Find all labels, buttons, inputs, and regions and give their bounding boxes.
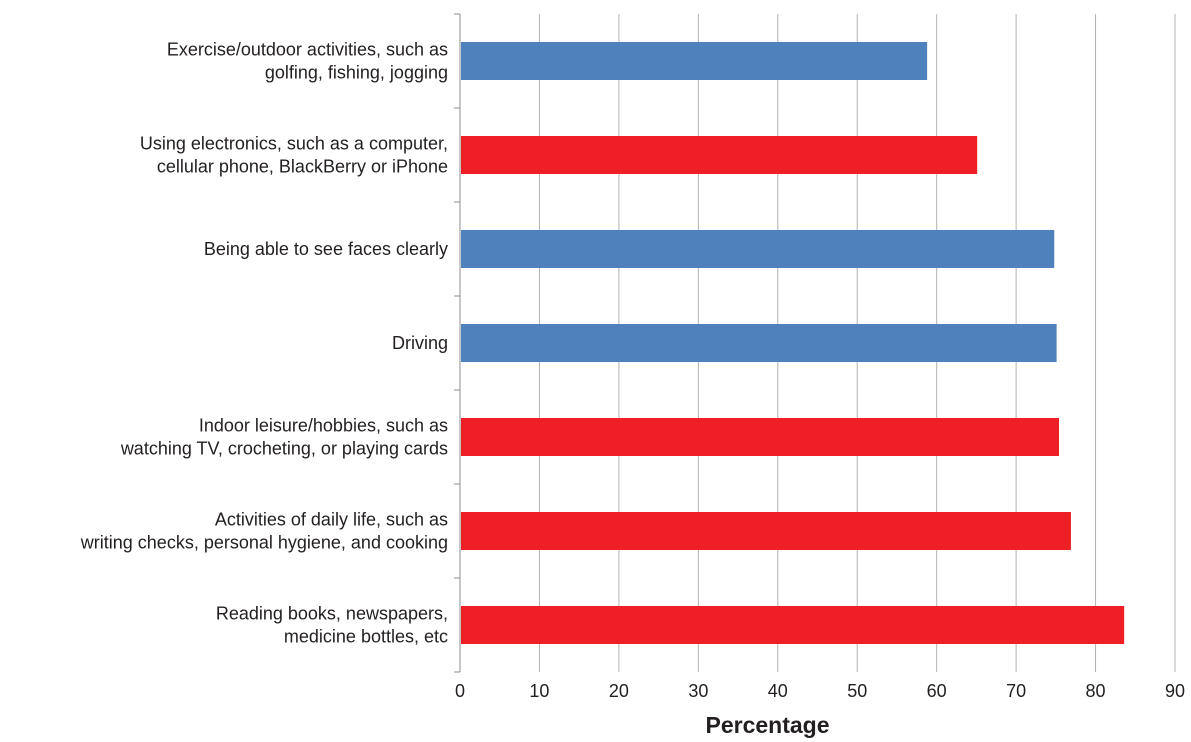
category-label-line: Activities of daily life, such as [215,510,448,530]
x-tick-label-0: 0 [455,681,465,701]
category-label-line: Exercise/outdoor activities, such as [167,40,448,60]
category-label-line: medicine bottles, etc [284,627,448,647]
x-tick-label-90: 90 [1165,681,1185,701]
x-tick-label-40: 40 [768,681,788,701]
x-tick-label-50: 50 [847,681,867,701]
category-label-7: Reading books, newspapers, medicine bottl… [216,604,448,647]
category-label-5: Indoor leisure/hobbies, such as watching … [120,416,448,459]
category-label-line: golfing, fishing, jogging [265,63,448,83]
category-label-4: Driving [392,333,448,353]
bar-3 [461,230,1055,268]
category-label-6: Activities of daily life, such as writing… [80,510,448,553]
category-label-2: Using electronics, such as a computer, ce… [140,134,448,177]
x-tick-label-60: 60 [927,681,947,701]
category-label-line: writing checks, personal hygiene, and co… [80,533,448,553]
category-label-line: Indoor leisure/hobbies, such as [199,416,448,436]
bar-6 [461,512,1071,550]
x-axis-title: Percentage [705,712,829,738]
x-tick-label-80: 80 [1086,681,1106,701]
bar-1 [461,42,928,80]
category-label-line: Reading books, newspapers, [216,604,448,624]
category-label-1: Exercise/outdoor activities, such as golf… [167,40,448,83]
bar-7 [461,606,1125,644]
bar-2 [461,136,978,174]
category-label-line: Driving [392,333,448,353]
category-label-line: Being able to see faces clearly [204,239,448,259]
category-label-line: watching TV, crocheting, or playing card… [120,439,448,459]
x-tick-label-20: 20 [609,681,629,701]
category-label-line: cellular phone, BlackBerry or iPhone [157,157,448,177]
x-tick-label-30: 30 [688,681,708,701]
category-label-3: Being able to see faces clearly [204,239,448,259]
category-label-line: Using electronics, such as a computer, [140,134,448,154]
x-tick-label-10: 10 [529,681,549,701]
bar-4 [461,324,1057,362]
bar-5 [461,418,1060,456]
x-tick-label-70: 70 [1006,681,1026,701]
